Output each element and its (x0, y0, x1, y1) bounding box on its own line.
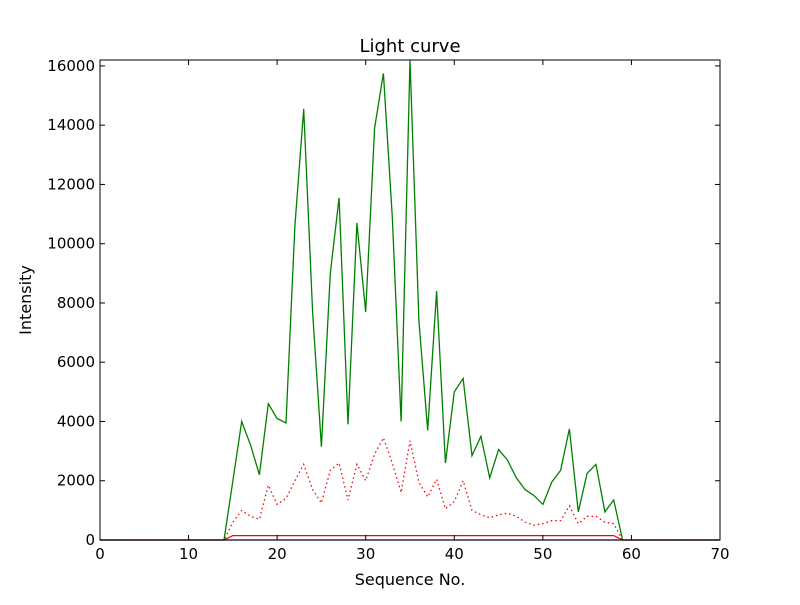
x-axis-label: Sequence No. (355, 570, 466, 589)
y-tick-label: 4000 (57, 412, 95, 430)
y-tick-label: 6000 (57, 353, 95, 371)
x-tick-label: 40 (445, 545, 464, 563)
x-tick-label: 60 (622, 545, 641, 563)
series-line-2 (100, 436, 720, 541)
y-tick-label: 14000 (47, 116, 95, 134)
y-axis-label: Intensity (16, 265, 35, 335)
y-tick-label: 12000 (47, 175, 95, 193)
x-tick-label: 20 (268, 545, 287, 563)
x-tick-label: 50 (533, 545, 552, 563)
y-tick-label: 16000 (47, 57, 95, 75)
plot-frame (99, 59, 721, 541)
tick-layer: 0 10 20 30 40 50 60 70 0 2000 4000 6000 8000 10000 120… (47, 57, 729, 563)
x-tick-label: 10 (179, 545, 198, 563)
series-layer (100, 59, 720, 541)
chart-title: Light curve (359, 36, 460, 57)
y-tick-label: 8000 (57, 294, 95, 312)
series-line-1 (100, 59, 720, 541)
y-tick-label: 10000 (47, 235, 95, 253)
y-tick-label: 2000 (57, 472, 95, 490)
x-tick-label: 70 (710, 545, 729, 563)
series-line-3 (100, 534, 720, 541)
x-tick-label: 30 (356, 545, 375, 563)
y-tick-label: 0 (85, 531, 95, 549)
x-tick-label: 0 (95, 545, 105, 563)
